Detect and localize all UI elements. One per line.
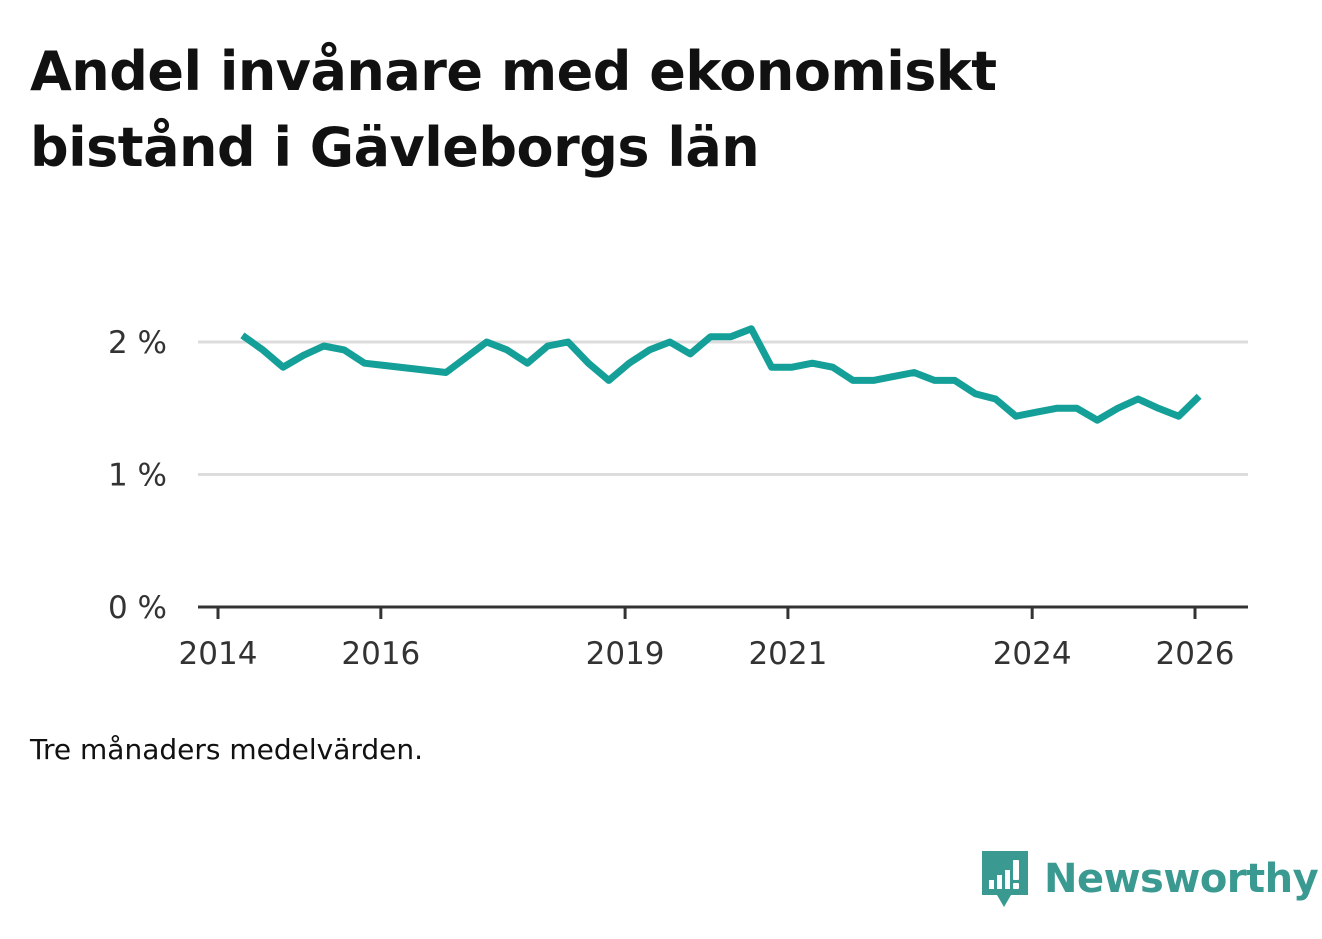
footnote: Tre månaders medelvärden.: [30, 733, 424, 766]
x-axis: 2014 2016 2019 2021 2024 2026: [179, 605, 1248, 672]
brand-logo: Newsworthy: [980, 848, 1319, 910]
x-tick-label: 2014: [179, 636, 258, 672]
x-tick-label: 2026: [1156, 636, 1235, 672]
bar-chart-speech-bubble-icon: [982, 851, 1028, 907]
x-tick-label: 2019: [586, 636, 665, 672]
chart-title: Andel invånare med ekonomiskt bistånd i …: [30, 40, 997, 179]
brand-name: Newsworthy: [1044, 856, 1319, 902]
y-axis-ticks: 0 % 1 % 2 %: [108, 325, 167, 626]
x-tick-label: 2021: [748, 636, 827, 672]
y-tick-label: 2 %: [108, 325, 167, 361]
series-line: [240, 325, 1202, 424]
x-tick-label: 2024: [993, 636, 1072, 672]
y-tick-label: 0 %: [108, 590, 167, 626]
x-tick-label: 2016: [341, 636, 420, 672]
y-tick-label: 1 %: [108, 458, 167, 494]
gridlines: [198, 340, 1248, 476]
series-layer: [240, 325, 1202, 424]
